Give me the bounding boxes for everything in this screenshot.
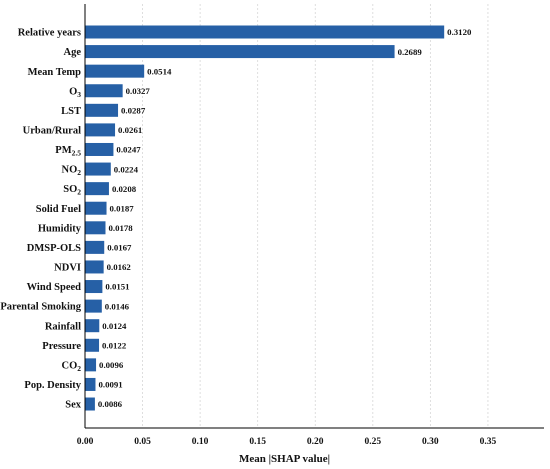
value-label: 0.0327 xyxy=(126,86,151,96)
bar xyxy=(85,123,116,137)
category-label: O3 xyxy=(69,86,81,99)
category-label: Mean Temp xyxy=(28,67,82,78)
bar xyxy=(85,25,445,39)
bar xyxy=(85,182,109,196)
bar xyxy=(85,162,111,176)
bar xyxy=(85,338,100,352)
x-tick-label: 0.15 xyxy=(249,437,266,447)
value-labels: 0.3120 0.2689 0.0514 0.0327 0.0287 0.0261 0.02… xyxy=(98,27,472,409)
x-tick-label: 0.35 xyxy=(480,437,497,447)
category-labels: Relative years Age Mean Temp O3 LST Urban/Rur… xyxy=(0,28,81,411)
value-label: 0.0287 xyxy=(121,106,146,116)
bar xyxy=(85,260,104,274)
bar xyxy=(85,240,105,254)
x-tick-label: 0.00 xyxy=(77,437,94,447)
category-label: Pressure xyxy=(42,341,81,352)
value-label: 0.0146 xyxy=(105,301,130,311)
bar xyxy=(85,319,100,333)
value-label: 0.0162 xyxy=(107,262,132,272)
category-label: Solid Fuel xyxy=(36,204,81,215)
category-label: DMSP-OLS xyxy=(27,243,81,254)
value-label: 0.0514 xyxy=(147,66,172,76)
value-label: 0.0096 xyxy=(99,360,124,370)
bar xyxy=(85,221,106,235)
bar xyxy=(85,64,145,78)
category-label: Humidity xyxy=(38,223,82,234)
value-label: 0.0178 xyxy=(108,223,133,233)
value-label: 0.0261 xyxy=(118,125,142,135)
value-label: 0.3120 xyxy=(447,27,472,37)
x-tick-label: 0.25 xyxy=(364,437,381,447)
category-label: Age xyxy=(64,47,82,58)
category-label: SO2 xyxy=(63,184,81,197)
bar xyxy=(85,142,114,156)
category-label: NDVI xyxy=(54,263,81,274)
value-label: 0.0208 xyxy=(112,184,137,194)
value-label: 0.0151 xyxy=(105,282,129,292)
x-tick-label: 0.10 xyxy=(192,437,209,447)
bar xyxy=(85,358,97,372)
axes xyxy=(84,4,544,429)
x-tick-label: 0.30 xyxy=(422,437,439,447)
category-label: Parental Smoking xyxy=(0,302,81,313)
x-tick-label: 0.05 xyxy=(134,437,151,447)
value-label: 0.2689 xyxy=(398,47,423,57)
category-label: CO2 xyxy=(62,360,82,373)
bar xyxy=(85,84,123,98)
value-label: 0.0167 xyxy=(107,243,132,253)
value-label: 0.0224 xyxy=(114,164,139,174)
category-label: Relative years xyxy=(18,28,81,39)
bar xyxy=(85,397,95,411)
value-label: 0.0086 xyxy=(98,399,123,409)
category-label: Sex xyxy=(65,400,82,411)
category-label: Wind Speed xyxy=(27,282,82,293)
value-label: 0.0247 xyxy=(116,145,141,155)
value-label: 0.0187 xyxy=(110,203,135,213)
category-label: PM2.5 xyxy=(55,145,81,158)
x-axis-title: Mean |SHAP value| xyxy=(239,453,330,465)
category-label: Urban/Rural xyxy=(23,126,81,137)
category-label: LST xyxy=(61,106,81,117)
bars xyxy=(85,25,445,411)
bar xyxy=(85,280,103,294)
bar xyxy=(85,299,102,313)
bar xyxy=(85,103,119,117)
category-label: NO2 xyxy=(62,165,82,178)
bar xyxy=(85,45,395,59)
value-label: 0.0122 xyxy=(102,340,127,350)
value-label: 0.0124 xyxy=(102,321,127,331)
bar xyxy=(85,201,107,215)
x-tick-label: 0.20 xyxy=(307,437,324,447)
value-label: 0.0091 xyxy=(98,380,122,390)
x-tick-labels: 0.00 0.05 0.10 0.15 0.20 0.25 0.30 0.35 xyxy=(77,437,497,447)
category-label: Rainfall xyxy=(45,321,81,332)
category-label: Pop. Density xyxy=(24,380,81,391)
bar xyxy=(85,377,96,391)
gridlines xyxy=(142,4,489,428)
